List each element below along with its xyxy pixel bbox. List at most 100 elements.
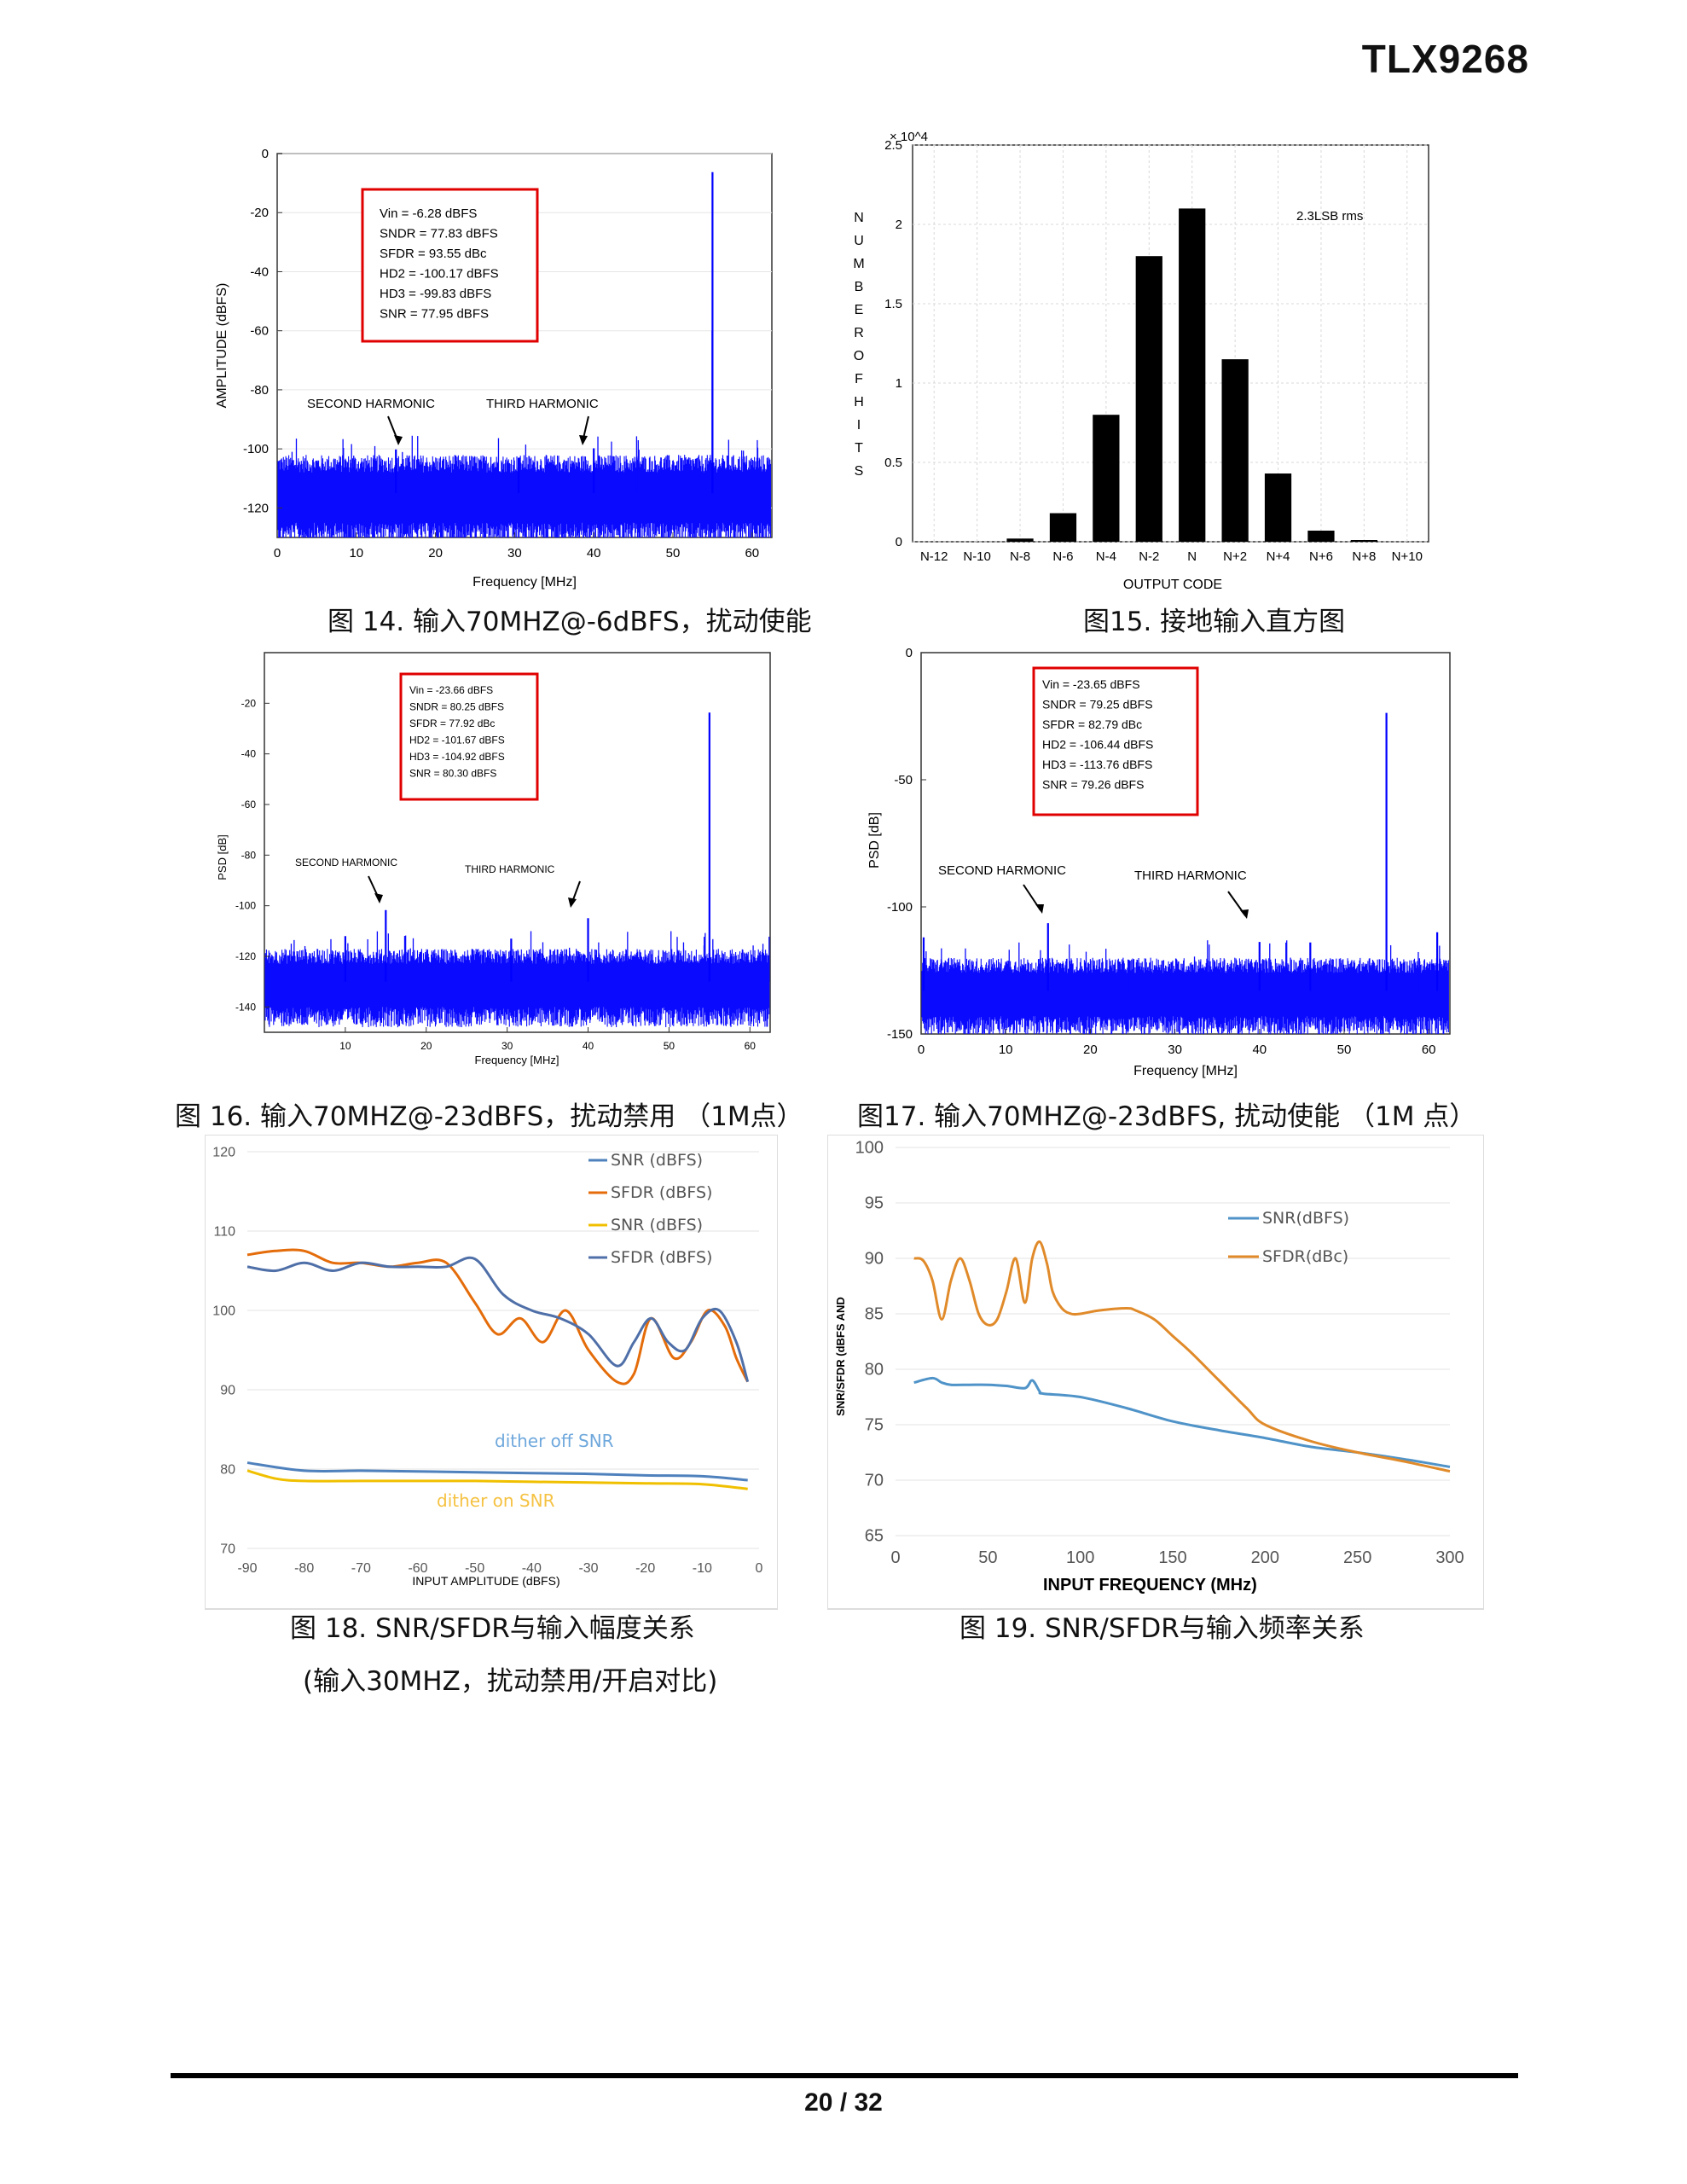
- y-tick-label: -60: [250, 324, 269, 339]
- x-tick-label: -40: [522, 1561, 542, 1576]
- fig16-caption: 图 16. 输入70MHZ@-23dBFS，扰动禁用 （1M点）: [175, 1101, 803, 1132]
- y-tick-label: 1.5: [884, 297, 902, 311]
- y-tick-label: 65: [865, 1527, 884, 1546]
- x-tick-label: 50: [1337, 1043, 1352, 1057]
- info-line: HD3 = -104.92 dBFS: [409, 751, 505, 763]
- x-tick-label: 0: [756, 1561, 763, 1576]
- info-line: SFDR = 82.79 dBc: [1042, 717, 1142, 731]
- y-tick-label: -60: [241, 799, 257, 810]
- info-line: SNR = 77.95 dBFS: [380, 307, 489, 322]
- fig16-spectrum-chart: 10 20 30 40 50 60 -20 -40 -60 -80 -100 -120 -140 Vin…: [216, 652, 771, 1066]
- legend-label: SFDR (dBFS): [611, 1248, 712, 1267]
- y-tick-label: 0: [906, 646, 913, 660]
- fig15-histogram-chart: N-12 N-10 N-8 N-6 N-4 N-2 N N+2 N+4 N+6 N+8 N+10 0 0.…: [853, 130, 1429, 592]
- fig16-ylabel: PSD [dB]: [216, 834, 229, 880]
- x-tick-label: 50: [978, 1548, 997, 1567]
- info-line: Vin = -23.65 dBFS: [1042, 677, 1140, 691]
- legend-label: SNR(dBFS): [1262, 1209, 1349, 1228]
- y-tick-label: -80: [250, 383, 269, 398]
- histogram-bar: [1049, 513, 1077, 542]
- info-line: Vin = -23.66 dBFS: [409, 684, 493, 696]
- info-line: SNDR = 77.83 dBFS: [380, 227, 498, 241]
- noise-floor-trace: [264, 949, 770, 1028]
- x-tick-label: 200: [1251, 1548, 1279, 1567]
- y-tick-label: -20: [250, 206, 269, 220]
- x-tick-label: 60: [745, 546, 759, 561]
- ylabel-letter: I: [857, 418, 861, 433]
- fig17-ylabel: PSD [dB]: [867, 812, 882, 868]
- figure-18: -90 -80 -70 -60 -50 -40 -30 -20 -10 0 70 80 90 100 110…: [205, 1135, 778, 1612]
- ylabel-letter: H: [854, 395, 864, 410]
- x-tick-label: 300: [1435, 1548, 1464, 1567]
- x-tick-label: N-8: [1010, 549, 1030, 564]
- y-tick-label: -80: [241, 849, 257, 861]
- info-line: SNR = 80.30 dBFS: [409, 768, 496, 780]
- fig18-caption-line2: (输入30MHZ，扰动禁用/开启对比): [303, 1666, 718, 1697]
- legend-label: SNR (dBFS): [611, 1151, 703, 1170]
- x-tick-label: N+8: [1352, 549, 1376, 564]
- x-tick-label: N-6: [1052, 549, 1073, 564]
- fig14-caption: 图 14. 输入70MHZ@-6dBFS，扰动使能: [328, 607, 812, 637]
- legend-label: SFDR(dBc): [1262, 1247, 1348, 1266]
- ylabel-letter: B: [855, 280, 864, 294]
- y-tick-label: -100: [243, 442, 269, 456]
- x-tick-label: 150: [1158, 1548, 1186, 1567]
- ylabel-letter: M: [853, 257, 864, 271]
- x-tick-label: 0: [274, 546, 281, 561]
- x-tick-label: 20: [420, 1040, 432, 1052]
- histogram-bar: [1006, 538, 1034, 542]
- x-tick-label: 50: [666, 546, 681, 561]
- fig16-xlabel: Frequency [MHz]: [475, 1054, 559, 1066]
- info-line: HD2 = -106.44 dBFS: [1042, 738, 1153, 752]
- x-tick-label: -30: [578, 1561, 598, 1576]
- figure-15: N-12 N-10 N-8 N-6 N-4 N-2 N N+2 N+4 N+6 N+8 N+10 0 0.…: [840, 124, 1454, 601]
- ylabel-letter: S: [855, 464, 864, 479]
- fig15-annotation: 2.3LSB rms: [1296, 209, 1363, 224]
- y-tick-label: 120: [212, 1145, 235, 1159]
- y-tick-label: -20: [241, 697, 257, 709]
- info-line: SFDR = 93.55 dBc: [380, 247, 487, 261]
- ylabel-letter: E: [855, 303, 864, 317]
- series-line-1: [246, 1461, 748, 1482]
- fig14-ylabel: AMPLITUDE (dBFS): [215, 283, 229, 409]
- info-line: SNDR = 80.25 dBFS: [409, 701, 504, 713]
- x-tick-label: N: [1187, 549, 1197, 564]
- ylabel-letter: T: [855, 441, 863, 456]
- y-tick-label: -120: [243, 501, 269, 515]
- dither-on-label: dither on SNR: [437, 1490, 555, 1511]
- x-tick-label: N+2: [1223, 549, 1247, 564]
- series-line-1: [913, 1376, 1451, 1468]
- histogram-bar: [1221, 359, 1249, 542]
- fig17-xlabel: Frequency [MHz]: [1133, 1064, 1238, 1078]
- x-tick-label: 20: [1083, 1043, 1098, 1057]
- y-tick-label: 0: [896, 535, 902, 549]
- y-tick-label: 80: [865, 1361, 884, 1380]
- y-tick-label: 90: [220, 1383, 235, 1397]
- x-tick-label: N+6: [1309, 549, 1333, 564]
- figure-17: 0 10 20 30 40 50 60 0 -50 -100 -150 Vin = -23.65 d…: [853, 644, 1467, 1088]
- series-line-2: [913, 1240, 1451, 1473]
- x-tick-label: -10: [693, 1561, 712, 1576]
- footer-rule: [171, 2073, 1518, 2078]
- fig17-caption: 图17. 输入70MHZ@-23dBFS, 扰动使能 （1M 点）: [857, 1101, 1476, 1132]
- info-line: SNR = 79.26 dBFS: [1042, 778, 1144, 792]
- second-harmonic-label: SECOND HARMONIC: [295, 857, 397, 868]
- fig15-caption: 图15. 接地输入直方图: [1083, 607, 1346, 637]
- fig15-xlabel: OUTPUT CODE: [1123, 578, 1222, 592]
- histogram-bar: [1350, 540, 1378, 542]
- y-tick-label: -140: [235, 1001, 256, 1013]
- x-tick-label: -60: [408, 1561, 427, 1576]
- y-tick-label: -100: [235, 900, 256, 912]
- info-line: HD2 = -100.17 dBFS: [380, 267, 499, 282]
- info-line: HD2 = -101.67 dBFS: [409, 735, 505, 746]
- x-tick-label: 30: [507, 546, 522, 561]
- y-tick-label: -40: [241, 748, 257, 760]
- fig14-spectrum-chart: 0 10 20 30 40 50 60 0 -20 -40 -60 -80 -100 -120 Vin =…: [215, 147, 773, 590]
- info-line: Vin = -6.28 dBFS: [380, 206, 477, 221]
- fig16-info-box: [399, 672, 539, 801]
- ylabel-letter: F: [855, 372, 863, 386]
- y-tick-label: -40: [250, 264, 269, 279]
- histogram-bar: [1135, 256, 1162, 542]
- y-tick-label: 85: [865, 1305, 884, 1324]
- y-tick-label: 0: [262, 147, 269, 161]
